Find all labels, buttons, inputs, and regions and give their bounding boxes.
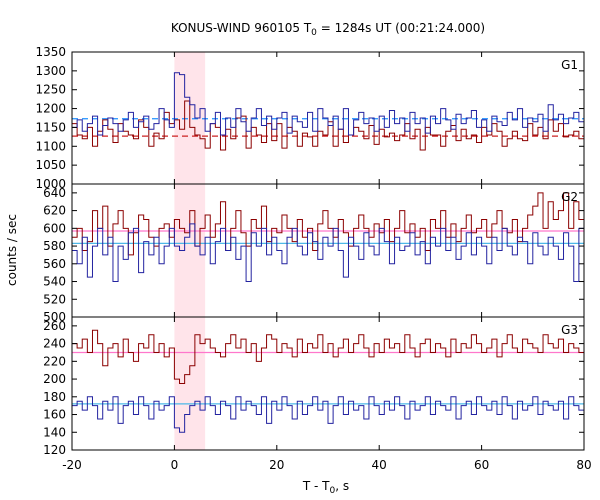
y-tick-label: 580 xyxy=(43,239,66,253)
x-tick-label: 20 xyxy=(269,458,284,472)
panel-g1-series-2 xyxy=(72,72,584,136)
panel-g2-series-2 xyxy=(72,223,584,283)
y-tick-label: 240 xyxy=(43,337,66,351)
x-tick-label: 0 xyxy=(171,458,179,472)
y-tick-label: 160 xyxy=(43,408,66,422)
y-tick-label: 180 xyxy=(43,390,66,404)
y-tick-label: 140 xyxy=(43,425,66,439)
chart-title: KONUS-WIND 960105 T0 = 1284s UT (00:21:2… xyxy=(171,21,485,38)
y-tick-label: 120 xyxy=(43,443,66,457)
y-tick-label: 1100 xyxy=(35,139,66,153)
y-tick-label: 1250 xyxy=(35,83,66,97)
y-tick-label: 500 xyxy=(43,310,66,324)
series-layer xyxy=(72,72,584,433)
y-tick-label: 540 xyxy=(43,275,66,289)
panel-g3-series-1 xyxy=(72,329,584,384)
y-tick-label: 620 xyxy=(43,204,66,218)
panel-label-g2: G2 xyxy=(561,190,578,204)
y-tick-label: 600 xyxy=(43,221,66,235)
y-axis-label: counts / sec xyxy=(5,214,19,286)
panel-g3-frame xyxy=(71,316,585,451)
x-axis-label: T - T0, s xyxy=(302,479,349,496)
y-tick-label: 200 xyxy=(43,372,66,386)
y-tick-label: 260 xyxy=(43,319,66,333)
y-tick-label: 520 xyxy=(43,292,66,306)
y-tick-label: 1150 xyxy=(35,120,66,134)
x-tick-label: 60 xyxy=(474,458,489,472)
chart-title-subscript: 0 xyxy=(311,28,317,38)
y-tick-label: 640 xyxy=(43,186,66,200)
tick-layer: G110001050110011501200125013001350G25005… xyxy=(35,45,591,472)
y-tick-label: 220 xyxy=(43,354,66,368)
y-tick-label: 560 xyxy=(43,257,66,271)
y-tick-label: 1300 xyxy=(35,64,66,78)
x-tick-label: 80 xyxy=(576,458,591,472)
x-axis-label-subscript: 0 xyxy=(330,486,336,496)
x-tick-label: -20 xyxy=(62,458,82,472)
x-tick-label: 40 xyxy=(372,458,387,472)
panel-g1-series-1 xyxy=(72,100,584,151)
frame-layer xyxy=(71,51,585,451)
panel-label-g1: G1 xyxy=(561,58,578,72)
y-tick-label: 1050 xyxy=(35,158,66,172)
panel-g3-series-2 xyxy=(72,396,584,433)
y-tick-label: 1350 xyxy=(35,45,66,59)
y-tick-label: 1000 xyxy=(35,177,66,191)
y-tick-label: 1200 xyxy=(35,102,66,116)
panel-label-g3: G3 xyxy=(561,323,578,337)
